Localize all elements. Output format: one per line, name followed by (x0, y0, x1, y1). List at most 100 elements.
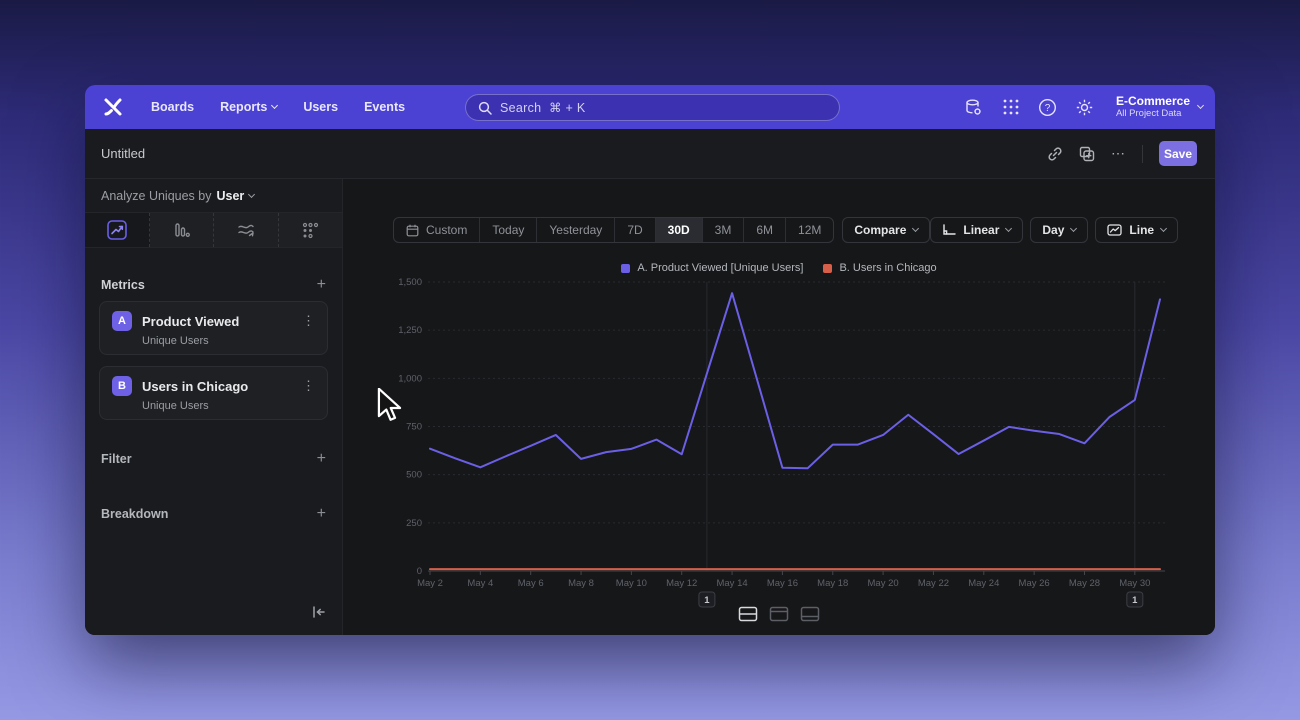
chevron-down-icon (912, 224, 920, 233)
data-management-icon[interactable] (964, 97, 984, 117)
metric-options-button[interactable]: ⋮ (302, 378, 315, 393)
share-link-icon[interactable] (1047, 146, 1063, 162)
range-label: 3M (714, 223, 732, 237)
compare-button[interactable]: Compare (842, 217, 931, 243)
chart-panel: Custom Today Yesterday 7D 30D 3M 6M 12M … (343, 179, 1215, 635)
legend-item-a[interactable]: A. Product Viewed [Unique Users] (621, 262, 803, 274)
x-tick-label: May 8 (568, 578, 594, 589)
project-name: E-Commerce (1115, 94, 1190, 108)
legend-swatch-b (823, 263, 833, 273)
y-tick-label: 500 (406, 470, 422, 481)
report-toolbar: Untitled ⋯ Save (85, 129, 1215, 179)
nav-item-label: Boards (151, 100, 195, 114)
range-30d-selected[interactable]: 30D (654, 218, 702, 242)
layout-split-button[interactable] (738, 606, 758, 627)
filter-header-row: Filter + (85, 451, 342, 467)
analyze-row: Analyze Uniques by User (85, 179, 342, 213)
chevron-down-icon (1070, 224, 1078, 233)
help-icon[interactable]: ? (1038, 97, 1058, 117)
y-tick-label: 0 (417, 566, 422, 577)
top-nav: Boards Reports Users Events (85, 85, 1215, 129)
metric-options-button[interactable]: ⋮ (302, 313, 315, 328)
layout-chart-only-button[interactable] (769, 606, 789, 627)
filter-header: Filter (101, 452, 132, 466)
project-subtitle: All Project Data (1115, 108, 1182, 119)
range-yesterday[interactable]: Yesterday (536, 218, 614, 242)
bar-chart-icon (175, 223, 191, 237)
nav-item-events[interactable]: Events (364, 100, 405, 114)
nav-item-boards[interactable]: Boards (151, 100, 194, 114)
x-tick-label: May 30 (1119, 578, 1150, 589)
metric-name: Product Viewed (142, 313, 240, 329)
toolbar-divider (1142, 144, 1143, 163)
x-tick-label: May 18 (817, 578, 848, 589)
granularity-dropdown[interactable]: Day (1030, 217, 1089, 243)
nav-item-users[interactable]: Users (303, 100, 338, 114)
add-filter-button[interactable]: + (316, 450, 326, 467)
chart-legend: A. Product Viewed [Unique Users] B. User… (343, 262, 1215, 274)
x-tick-label: May 22 (918, 578, 949, 589)
nav-item-label: Users (303, 100, 339, 114)
range-custom[interactable]: Custom (394, 218, 479, 242)
date-range-group: Custom Today Yesterday 7D 30D 3M 6M 12M (393, 217, 835, 243)
search-bar[interactable] (465, 94, 840, 121)
project-selector[interactable]: E-Commerce All Project Data (1112, 94, 1205, 119)
annotation-badge-label: 1 (1132, 595, 1138, 606)
range-3m[interactable]: 3M (701, 218, 744, 242)
scale-dropdown[interactable]: Linear (930, 217, 1024, 243)
x-tick-label: May 12 (666, 578, 697, 589)
breakdown-header-row: Breakdown + (85, 506, 342, 522)
metric-subtitle[interactable]: Unique Users (142, 400, 209, 412)
tab-retention[interactable] (278, 213, 342, 247)
add-breakdown-button[interactable]: + (316, 505, 326, 522)
range-12m[interactable]: 12M (785, 218, 833, 242)
metric-badge-a: A (112, 311, 132, 331)
add-metric-button[interactable]: + (316, 276, 326, 293)
range-label: 30D (667, 223, 690, 237)
metric-card-b[interactable]: B Users in Chicago ⋮ Unique Users (99, 366, 328, 420)
chevron-down-icon (248, 190, 256, 198)
range-label: Today (492, 223, 525, 237)
chevron-down-icon (271, 101, 279, 110)
tab-insights[interactable] (85, 213, 150, 247)
search-input[interactable] (500, 100, 827, 115)
mixpanel-logo-icon[interactable] (101, 95, 125, 119)
layout-table-only-button[interactable] (800, 606, 820, 627)
line-chart-type-icon (1107, 224, 1123, 236)
annotation-badge (1126, 591, 1144, 608)
range-6m[interactable]: 6M (743, 218, 785, 242)
tab-flows[interactable] (214, 213, 279, 247)
x-tick-label: May 4 (467, 578, 493, 589)
range-today[interactable]: Today (479, 218, 536, 242)
metric-card-a[interactable]: A Product Viewed ⋮ Unique Users (99, 301, 328, 355)
x-tick-label: May 20 (868, 578, 899, 589)
chart-controls: Custom Today Yesterday 7D 30D 3M 6M 12M … (393, 217, 1179, 243)
more-options-button[interactable]: ⋯ (1111, 145, 1126, 161)
analyze-value-label: User (216, 188, 245, 203)
legend-item-b[interactable]: B. Users in Chicago (823, 262, 937, 274)
collapse-sidebar-button[interactable] (312, 605, 326, 623)
metric-subtitle[interactable]: Unique Users (142, 335, 209, 347)
retention-icon (303, 222, 319, 239)
duplicate-icon[interactable] (1079, 146, 1095, 162)
tab-funnels[interactable] (149, 213, 214, 247)
nav-item-reports[interactable]: Reports (220, 100, 279, 114)
save-button[interactable]: Save (1159, 141, 1197, 166)
legend-label: A. Product Viewed [Unique Users] (637, 262, 804, 274)
x-tick-label: May 24 (968, 578, 999, 589)
annotation-badge-label: 1 (704, 595, 710, 606)
x-tick-label: May 16 (767, 578, 798, 589)
chart-type-dropdown[interactable]: Line (1095, 217, 1179, 243)
range-7d[interactable]: 7D (614, 218, 654, 242)
analyze-value-dropdown[interactable]: User (216, 188, 256, 203)
apps-grid-icon[interactable] (1001, 97, 1021, 117)
x-tick-label: May 10 (616, 578, 647, 589)
nav-item-label: Events (364, 100, 406, 114)
calendar-icon (406, 224, 419, 236)
analyze-prefix-label: Analyze Uniques by (101, 188, 212, 203)
chart-svg[interactable]: 0 250 500 750 1,000 1,250 1,500 May 2 May 4 May 6… (343, 179, 1215, 635)
legend-swatch-a (621, 263, 631, 273)
visualization-tabs (85, 213, 342, 248)
y-tick-label: 750 (406, 422, 422, 433)
settings-gear-icon[interactable] (1075, 97, 1095, 117)
